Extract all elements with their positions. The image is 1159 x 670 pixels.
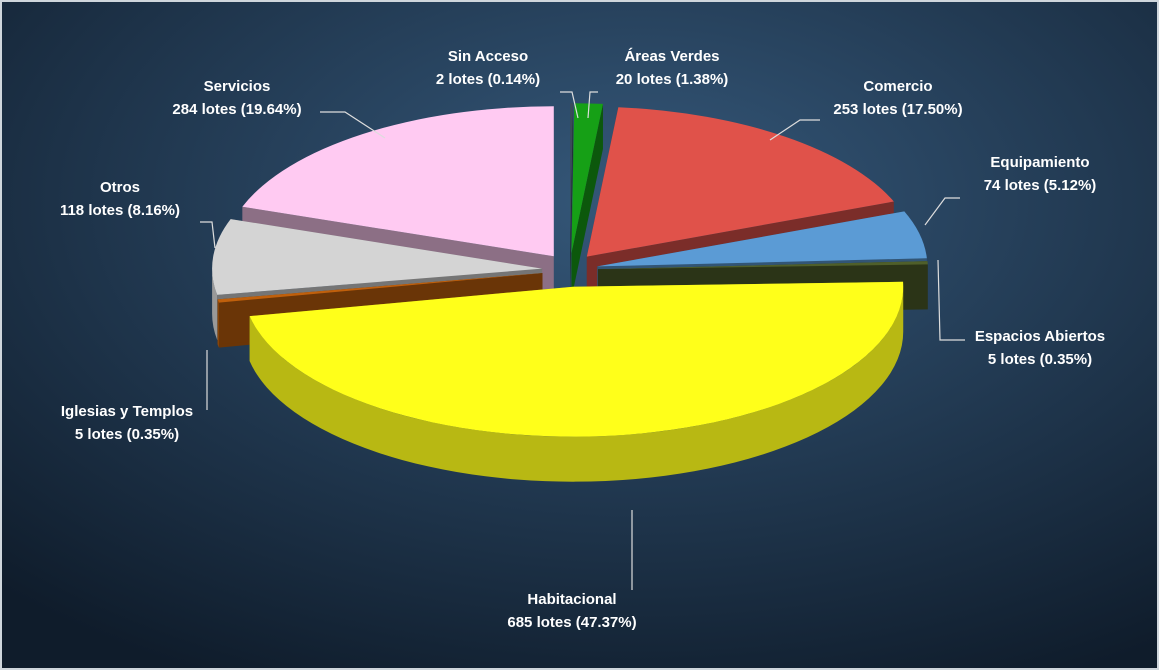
value-label: 253 lotes (17.50%) — [833, 101, 962, 118]
value-label: 685 lotes (47.37%) — [507, 614, 636, 631]
slice — [571, 103, 603, 299]
pie — [212, 103, 928, 482]
leader-line — [320, 111, 386, 139]
value-label: 118 lotes (8.16%) — [60, 202, 180, 219]
slice-top — [586, 107, 894, 257]
value-label: 20 lotes (1.38%) — [616, 71, 729, 88]
slice-top — [597, 261, 928, 270]
slice-label: Equipamiento — [990, 154, 1089, 171]
slice-label: Espacios Abiertos — [975, 328, 1105, 345]
slice-top — [242, 106, 554, 257]
slice — [570, 103, 573, 299]
slice-face — [571, 103, 603, 299]
value-label: 5 lotes (0.35%) — [988, 351, 1092, 368]
value-label: 74 lotes (5.12%) — [984, 177, 1097, 194]
value-label: 284 lotes (19.64%) — [172, 101, 301, 118]
slice-label: Iglesias y Templos — [61, 403, 193, 420]
slice-top — [212, 219, 543, 295]
slice-label: Comercio — [863, 78, 932, 95]
slice-wall — [217, 299, 219, 348]
slice-face — [570, 103, 573, 299]
leader-line — [200, 221, 216, 249]
value-label: 5 lotes (0.35%) — [75, 426, 179, 443]
slice-top — [249, 281, 904, 437]
slice-label: Sin Acceso — [448, 48, 528, 65]
leader-line — [587, 91, 598, 119]
leader-line — [937, 259, 965, 341]
slice-label: Otros — [100, 179, 140, 196]
slice — [249, 281, 904, 482]
value-label: 2 lotes (0.14%) — [436, 71, 540, 88]
slice-label: Habitacional — [527, 591, 616, 608]
leader-line — [560, 91, 579, 119]
slice-label: Servicios — [204, 78, 271, 95]
slice-wall — [249, 286, 904, 482]
leader-line — [924, 197, 960, 226]
slice-label: Áreas Verdes — [624, 48, 719, 65]
slice-top — [217, 273, 543, 303]
slice-top — [570, 103, 573, 254]
slice-top — [571, 103, 603, 254]
labels: Sin Acceso 2 lotes (0.14%) Áreas Verdes 20 … — [60, 48, 1105, 631]
slice-top — [597, 211, 927, 267]
slice-wall — [212, 268, 218, 340]
leader-line — [769, 119, 820, 141]
